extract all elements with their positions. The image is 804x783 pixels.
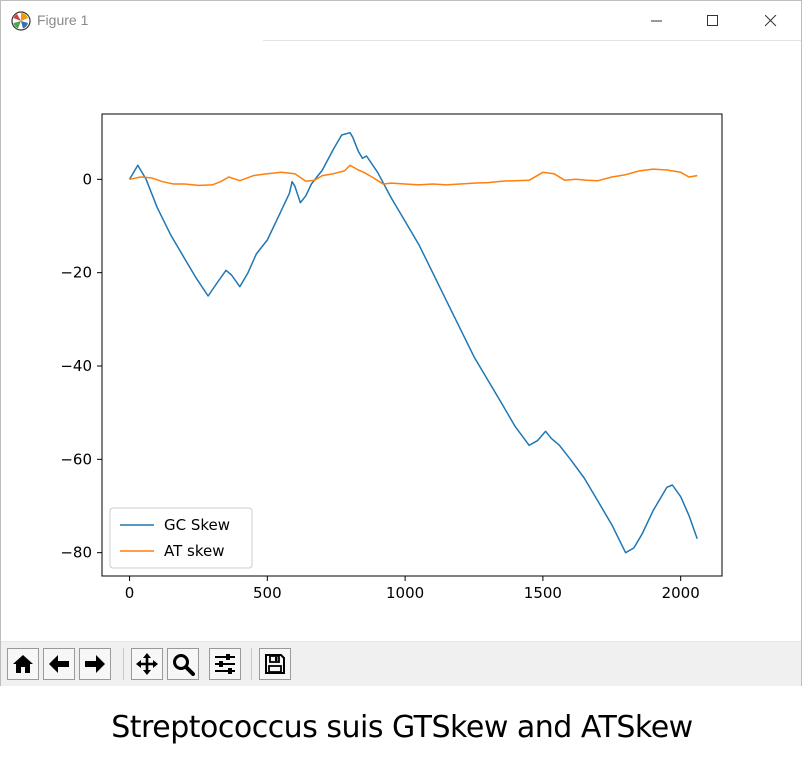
- arrow-left-icon: [49, 655, 69, 673]
- forward-button[interactable]: [79, 648, 111, 680]
- plot-series: [128, 131, 698, 554]
- zoom-icon: [173, 654, 195, 676]
- y-tick-label: −60: [60, 450, 92, 468]
- y-tick-label: 0: [82, 170, 92, 188]
- home-button[interactable]: [7, 648, 39, 680]
- save-icon: [265, 654, 285, 674]
- y-tick-label: −80: [60, 544, 92, 562]
- x-tick-label: 2000: [662, 584, 700, 602]
- home-icon: [13, 655, 33, 673]
- series-line-2: [129, 164, 698, 187]
- legend-label: GC Skew: [164, 516, 230, 534]
- figure-window: Figure 1 0 500 1000 1500 2000 0 −20 −40 −60 −80 …: [0, 0, 802, 686]
- title-divider: [263, 40, 801, 41]
- axes-frame: [101, 113, 723, 577]
- arrow-right-icon: [85, 655, 105, 673]
- window-title: Figure 1: [37, 12, 89, 28]
- toolbar-separator: [251, 648, 252, 680]
- legend: GC Skew AT skew: [109, 507, 253, 569]
- plot-canvas[interactable]: 0 500 1000 1500 2000 0 −20 −40 −60 −80 GC Skew AT…: [1, 41, 801, 641]
- sliders-icon: [215, 654, 235, 674]
- figure-caption: Streptococcus suis GTSkew and ATSkew: [111, 710, 693, 745]
- y-tick-label: −40: [60, 357, 92, 375]
- matplotlib-logo-icon: [11, 11, 31, 31]
- x-tick-label: 0: [125, 584, 135, 602]
- x-tick-label: 1500: [524, 584, 562, 602]
- move-icon: [136, 653, 158, 675]
- minimize-icon: [651, 20, 662, 22]
- x-tick-label: 500: [253, 584, 282, 602]
- navigation-toolbar: [1, 641, 801, 686]
- series-line-1: [128, 131, 698, 554]
- maximize-button[interactable]: [685, 1, 741, 41]
- line-chart: 0 500 1000 1500 2000 0 −20 −40 −60 −80 GC Skew AT…: [60, 113, 723, 602]
- toolbar-separator: [123, 648, 124, 680]
- pan-button[interactable]: [131, 648, 163, 680]
- back-button[interactable]: [43, 648, 75, 680]
- x-axis: 0 500 1000 1500 2000: [125, 576, 700, 602]
- y-axis: 0 −20 −40 −60 −80: [60, 170, 102, 562]
- save-button[interactable]: [259, 648, 291, 680]
- y-tick-label: −20: [60, 264, 92, 282]
- title-bar[interactable]: Figure 1: [1, 1, 801, 41]
- maximize-icon: [707, 15, 718, 26]
- minimize-button[interactable]: [629, 1, 685, 41]
- legend-box: [109, 507, 253, 569]
- close-button[interactable]: [743, 1, 799, 41]
- legend-label: AT skew: [164, 542, 225, 560]
- x-tick-label: 1000: [386, 584, 424, 602]
- close-icon: [765, 15, 777, 27]
- zoom-button[interactable]: [167, 648, 199, 680]
- configure-subplots-button[interactable]: [209, 648, 241, 680]
